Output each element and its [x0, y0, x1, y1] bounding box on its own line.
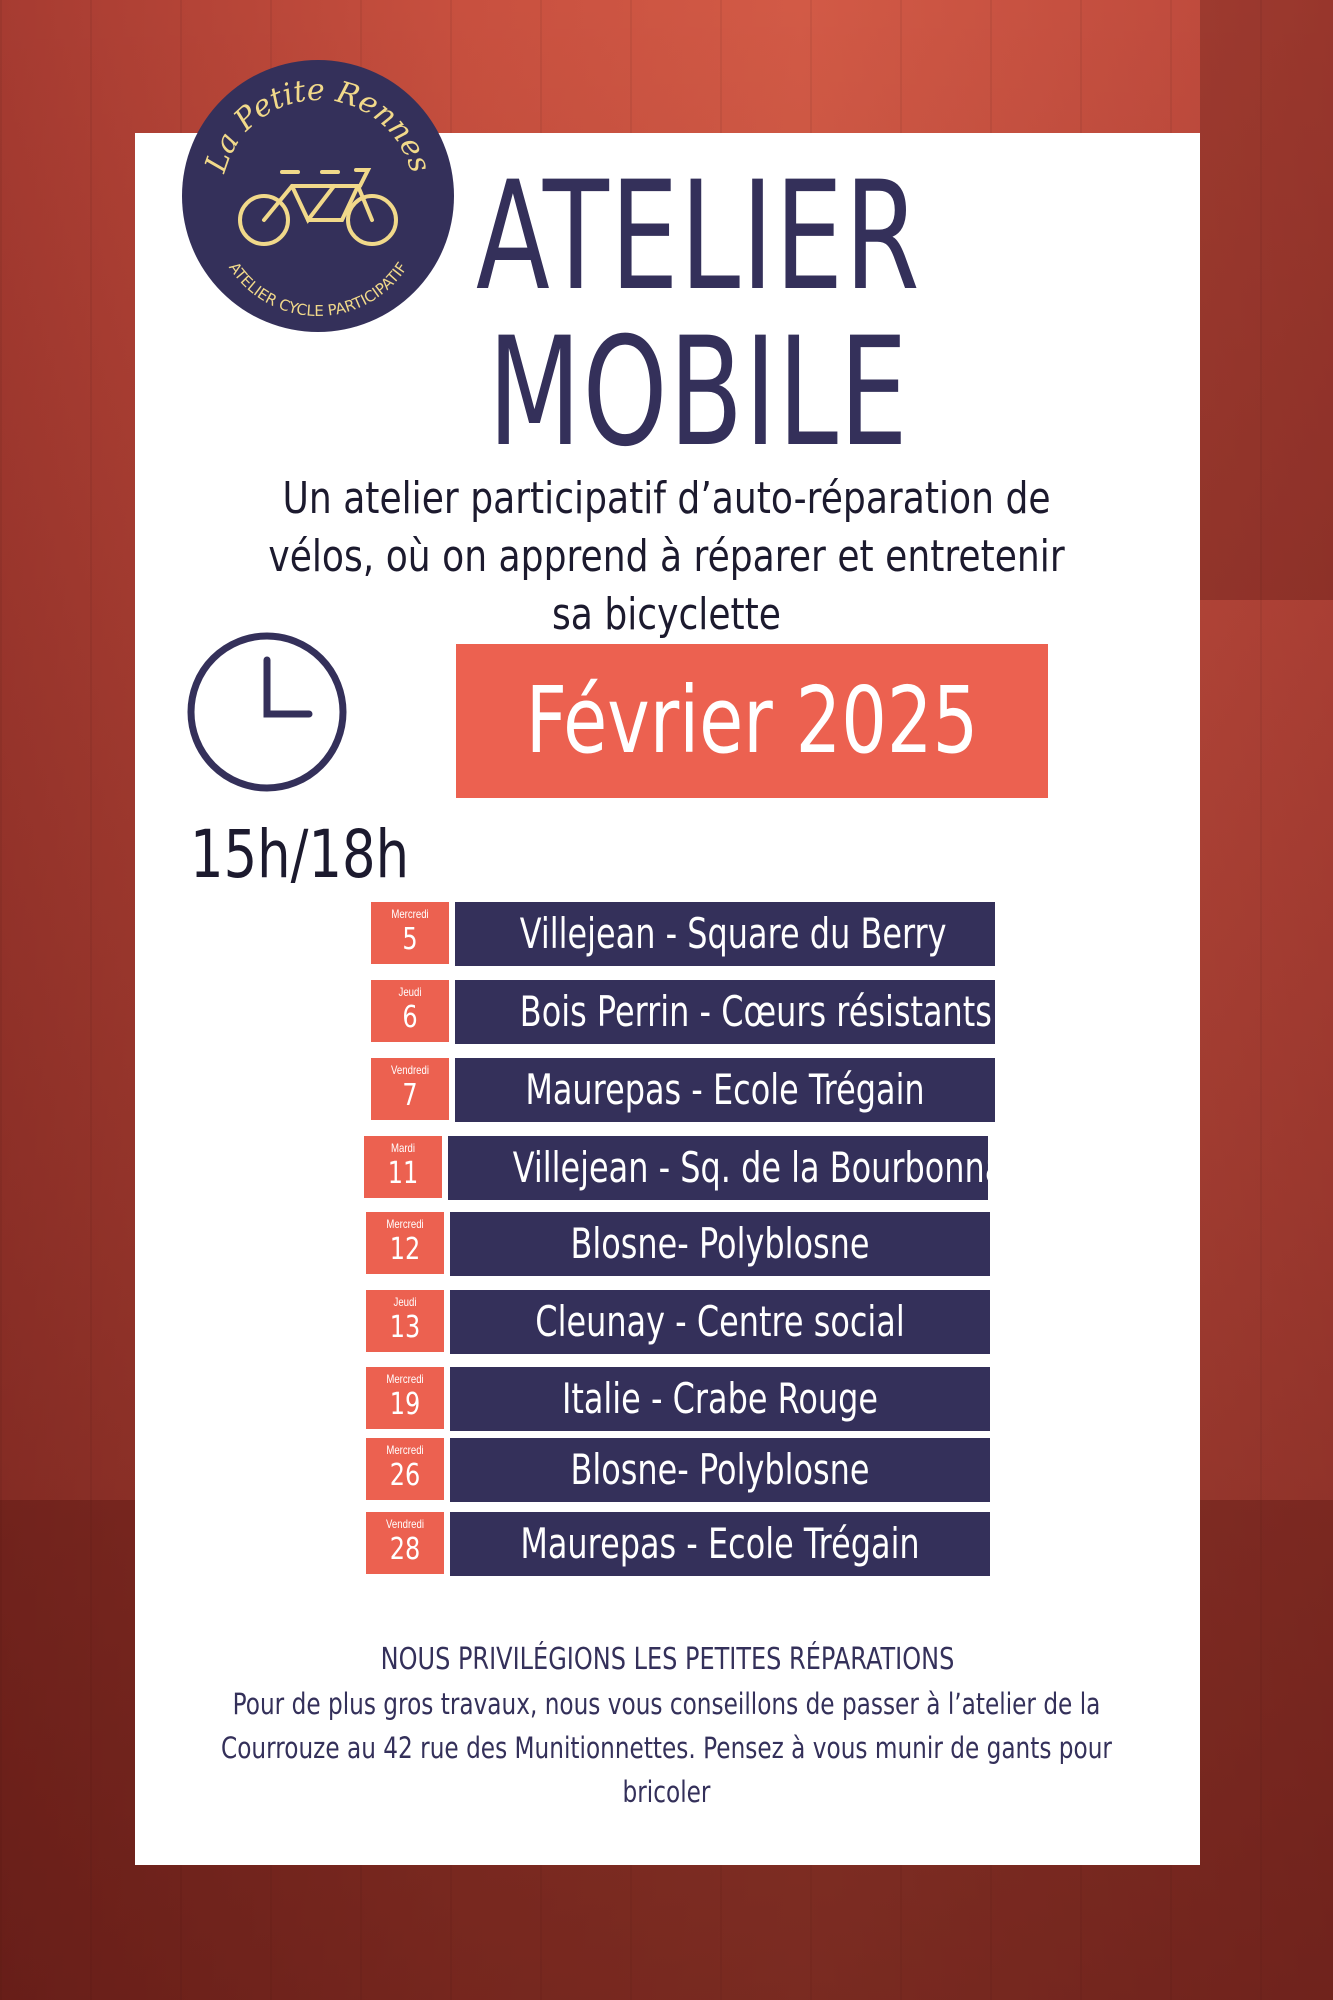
day-number: 5: [402, 922, 418, 957]
background-shape: [1200, 0, 1333, 600]
date-badge: Jeudi 6: [371, 980, 449, 1042]
weekday-label: Mercredi: [386, 1372, 424, 1386]
subtitle: Un atelier participatif d’auto-réparatio…: [268, 473, 1065, 640]
weekday-label: Jeudi: [398, 985, 422, 999]
weekday-label: Vendredi: [386, 1517, 424, 1531]
logo-name: La Petite Rennes: [198, 73, 437, 178]
location-bar: Villejean - Square du Berry: [455, 902, 995, 966]
weekday-label: Mardi: [390, 1141, 415, 1155]
svg-text:ATELIER CYCLE PARTICIPATIF: ATELIER CYCLE PARTICIPATIF: [225, 259, 411, 320]
tandem-bicycle-icon: La Petite Rennes ATELIER CYCLE PARTICIPA…: [198, 73, 437, 320]
location-bar: Villejean - Sq. de la Bourbonnais: [448, 1136, 988, 1200]
date-badge: Mercredi 5: [371, 902, 449, 964]
date-badge: Mercredi 12: [366, 1212, 444, 1274]
location-bar: Cleunay - Centre social: [450, 1290, 990, 1354]
svg-text:La Petite Rennes: La Petite Rennes: [198, 73, 437, 178]
month-banner: Février 2025: [456, 644, 1048, 798]
location-bar: Blosne- Polyblosne: [450, 1438, 990, 1502]
location-name: Blosne- Polyblosne: [570, 1219, 870, 1268]
location-name: Villejean - Square du Berry: [519, 909, 947, 958]
location-bar: Italie - Crabe Rouge: [450, 1367, 990, 1431]
location-name: Bois Perrin - Cœurs résistants: [519, 987, 992, 1036]
logo: La Petite Rennes ATELIER CYCLE PARTICIPA…: [182, 60, 454, 332]
opening-hours: 15h/18h: [190, 816, 410, 893]
location-name: Cleunay - Centre social: [535, 1297, 905, 1346]
footer-line-2: Courrouze au 42 rue des Munitionnettes. …: [221, 1731, 1112, 1809]
day-number: 28: [389, 1532, 421, 1567]
footer-text: Pour de plus gros travaux, nous vous con…: [201, 1682, 1131, 1814]
location-bar: Maurepas - Ecole Trégain: [450, 1512, 990, 1576]
location-name: Blosne- Polyblosne: [570, 1445, 870, 1494]
location-bar: Blosne- Polyblosne: [450, 1212, 990, 1276]
date-badge: Mardi 11: [364, 1136, 442, 1198]
location-bar: Maurepas - Ecole Trégain: [455, 1058, 995, 1122]
date-badge: Jeudi 13: [366, 1290, 444, 1352]
weekday-label: Mercredi: [386, 1217, 424, 1231]
location-name: Villejean - Sq. de la Bourbonnais: [512, 1143, 988, 1192]
title-line-2: MOBILE: [487, 306, 910, 480]
location-name: Maurepas - Ecole Trégain: [520, 1519, 920, 1568]
footer-heading: NOUS PRIVILÉGIONS LES PETITES RÉPARATION…: [380, 1642, 955, 1677]
day-number: 11: [387, 1156, 419, 1191]
day-number: 7: [402, 1078, 418, 1113]
logo-tagline: ATELIER CYCLE PARTICIPATIF: [225, 259, 411, 320]
day-number: 13: [389, 1310, 421, 1345]
date-badge: Vendredi 7: [371, 1058, 449, 1120]
weekday-label: Mercredi: [386, 1443, 424, 1457]
day-number: 6: [402, 1000, 418, 1035]
clock-icon: [187, 632, 347, 792]
day-number: 12: [389, 1232, 421, 1267]
day-number: 19: [389, 1387, 421, 1422]
location-bar: Bois Perrin - Cœurs résistants: [455, 980, 995, 1044]
weekday-label: Vendredi: [391, 1063, 429, 1077]
weekday-label: Jeudi: [393, 1295, 417, 1309]
month-label: Février 2025: [525, 667, 979, 774]
date-badge: Mercredi 26: [366, 1438, 444, 1500]
date-badge: Vendredi 28: [366, 1512, 444, 1574]
weekday-label: Mercredi: [391, 907, 429, 921]
footer-line-1: Pour de plus gros travaux, nous vous con…: [232, 1687, 1101, 1721]
title-line-1: ATELIER: [475, 150, 922, 324]
day-number: 26: [389, 1458, 421, 1493]
location-name: Maurepas - Ecole Trégain: [525, 1065, 925, 1114]
date-badge: Mercredi 19: [366, 1367, 444, 1429]
location-name: Italie - Crabe Rouge: [561, 1374, 879, 1423]
